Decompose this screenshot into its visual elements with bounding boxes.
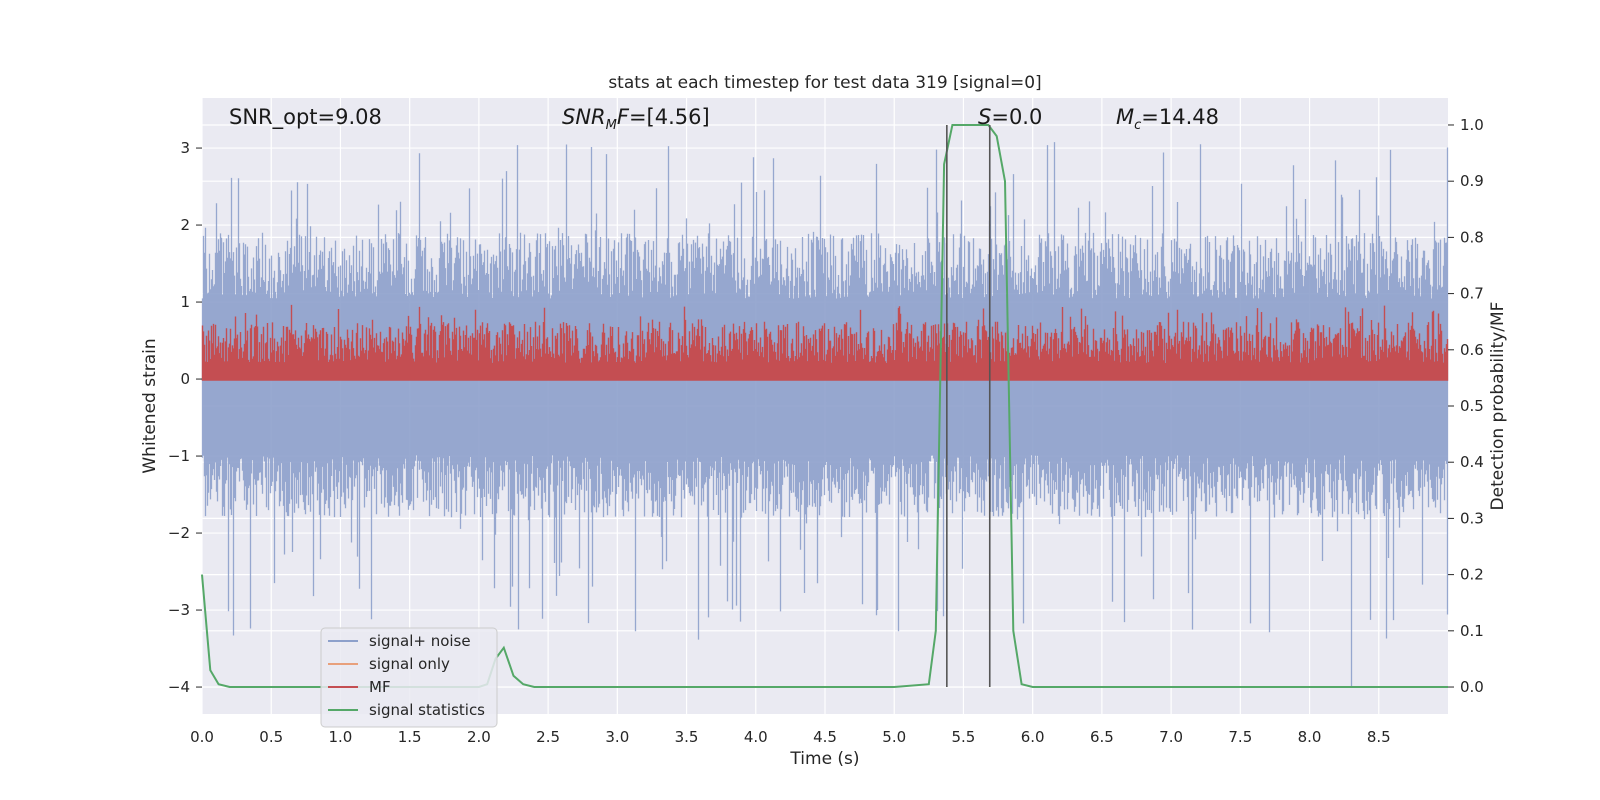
annotation-snr-opt: SNR_opt=9.08 xyxy=(229,105,382,130)
y2-tick-label: 0.2 xyxy=(1460,566,1484,584)
y-tick-label: 2 xyxy=(180,216,190,234)
x-tick-label: 8.5 xyxy=(1367,728,1391,746)
annotation-snr-mf: SNRMF=[4.56] xyxy=(562,105,710,133)
y2-tick-label: 0.9 xyxy=(1460,172,1484,190)
x-tick-label: 6.0 xyxy=(1021,728,1045,746)
x-tick-label: 3.5 xyxy=(675,728,699,746)
chart-title: stats at each timestep for test data 319… xyxy=(608,73,1041,93)
y-tick-label: −1 xyxy=(168,447,190,465)
y-axis-label: Whitened strain xyxy=(140,338,160,473)
x-tick-label: 2.0 xyxy=(467,728,491,746)
x-axis-label: Time (s) xyxy=(789,749,859,769)
legend-label-signal-statistics: signal statistics xyxy=(369,701,485,719)
x-tick-label: 8.0 xyxy=(1298,728,1322,746)
x-tick-label: 4.0 xyxy=(744,728,768,746)
y2-tick-label: 0.3 xyxy=(1460,509,1484,527)
x-tick-label: 0.0 xyxy=(190,728,214,746)
y-tick-label: −4 xyxy=(168,678,190,696)
x-tick-label: 7.0 xyxy=(1159,728,1183,746)
y2-tick-label: 0.5 xyxy=(1460,397,1484,415)
x-tick-label: 4.5 xyxy=(813,728,837,746)
legend: signal+ noise signal only MF signal stat… xyxy=(320,627,498,728)
y-tick-label: 3 xyxy=(180,139,190,157)
y2-tick-label: 0.8 xyxy=(1460,228,1484,246)
x-tick-label: 3.0 xyxy=(605,728,629,746)
y2-tick-label: 0.1 xyxy=(1460,622,1484,640)
y2-tick-label: 0.0 xyxy=(1460,678,1484,696)
y2-tick-label: 0.4 xyxy=(1460,453,1484,471)
x-tick-label: 1.5 xyxy=(398,728,422,746)
x-tick-label: 2.5 xyxy=(536,728,560,746)
legend-label-mf: MF xyxy=(369,678,391,696)
x-tick-label: 6.5 xyxy=(1090,728,1114,746)
vline-layer xyxy=(946,124,991,688)
legend-label-signal-noise: signal+ noise xyxy=(369,632,471,650)
x-tick-label: 7.5 xyxy=(1228,728,1252,746)
series-mf xyxy=(201,304,1449,381)
annotation-s-value: S=0.0 xyxy=(978,105,1042,129)
x-tick-label: 5.0 xyxy=(882,728,906,746)
legend-label-signal-only: signal only xyxy=(369,655,450,673)
y-tick-label: 1 xyxy=(180,293,190,311)
y-tick-label: −3 xyxy=(168,601,190,619)
x-tick-label: 5.5 xyxy=(952,728,976,746)
y2-tick-label: 1.0 xyxy=(1460,116,1484,134)
y-tick-label: 0 xyxy=(180,370,190,388)
y2-tick-label: 0.6 xyxy=(1460,341,1484,359)
legend-box xyxy=(320,627,498,728)
y-tick-label: −2 xyxy=(168,524,190,542)
tick-layer: 0.0 0.5 1.0 1.5 2.0 2.5 3.0 3.5 4.0 4.5 5.0 5.5 6.0 6… xyxy=(168,116,1484,746)
x-tick-label: 1.0 xyxy=(329,728,353,746)
y2-axis-label: Detection probability/MF xyxy=(1488,302,1508,511)
y2-tick-label: 0.7 xyxy=(1460,285,1484,303)
annotation-mc-value: Mc=14.48 xyxy=(1116,105,1219,133)
x-tick-label: 0.5 xyxy=(259,728,283,746)
